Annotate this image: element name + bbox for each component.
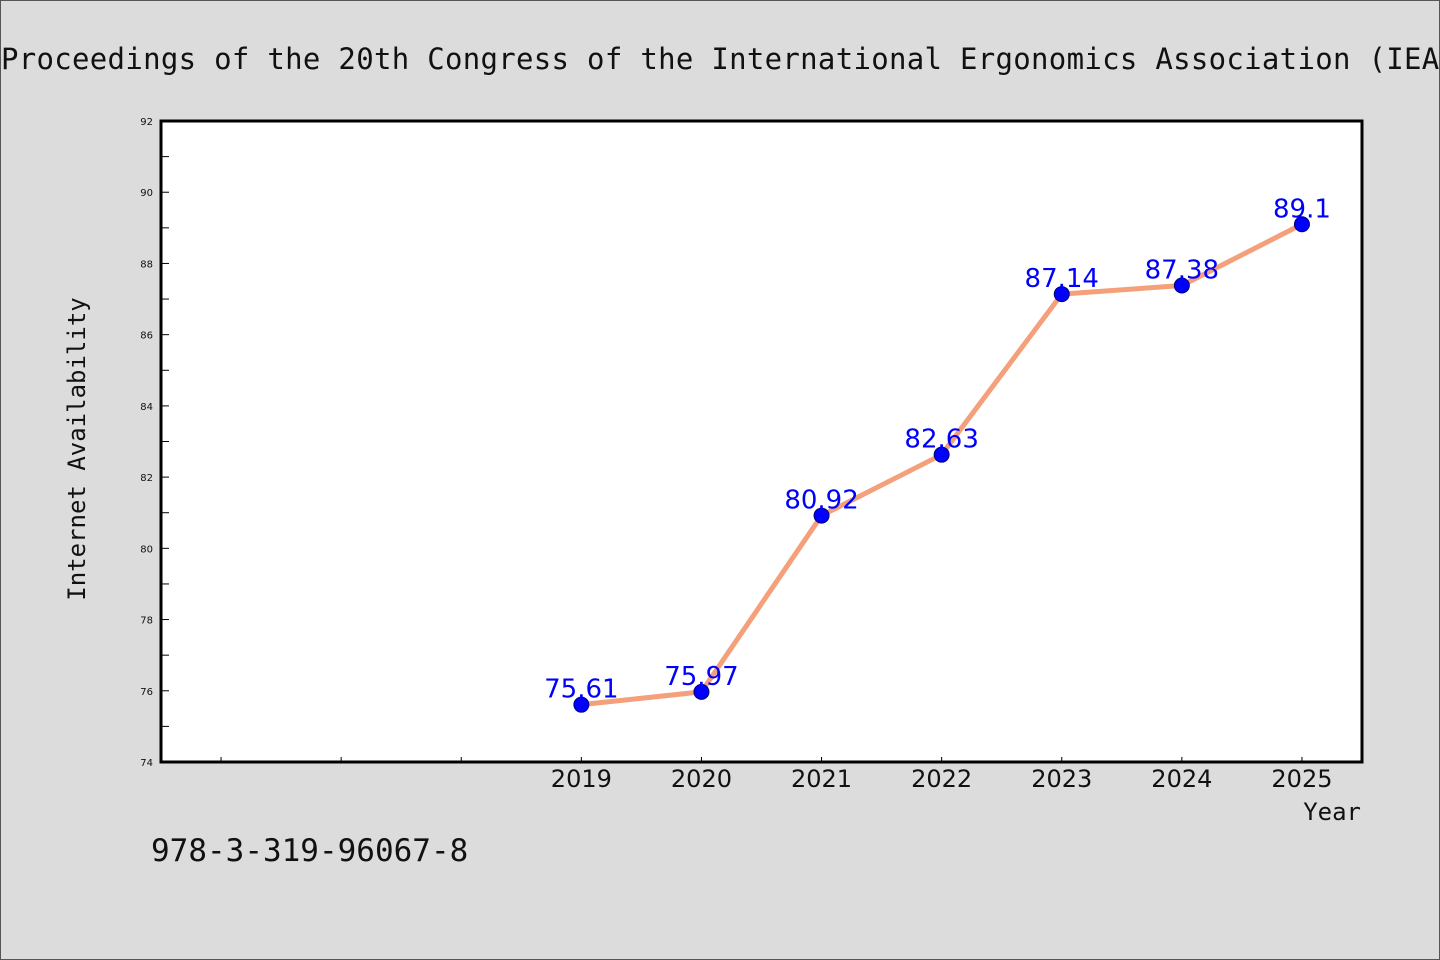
series-markers — [573, 216, 1310, 713]
y-tick-label: 92 — [140, 117, 153, 128]
chart-title: Proceedings of the 20th Congress of the … — [1, 42, 1439, 76]
data-label: 87.14 — [1025, 264, 1099, 294]
data-point — [1173, 277, 1190, 294]
plot-area — [159, 119, 1364, 764]
data-label: 75.97 — [664, 662, 738, 692]
data-point — [573, 696, 590, 713]
isbn-text: 978-3-319-96067-8 — [151, 833, 469, 869]
data-point — [693, 683, 710, 700]
y-tick-label: 76 — [140, 687, 153, 698]
data-point — [933, 446, 950, 463]
y-axis: 74 76 78 80 82 84 86 88 90 92 — [140, 117, 169, 769]
data-label: 75.61 — [544, 675, 618, 705]
y-axis-title: Internet Availability — [63, 297, 91, 600]
data-label: 80.92 — [784, 486, 858, 516]
y-tick-label: 84 — [140, 402, 153, 413]
data-point — [813, 507, 830, 524]
data-point — [1293, 216, 1310, 233]
y-tick-label: 90 — [140, 188, 153, 199]
y-tick-label: 80 — [140, 544, 153, 555]
x-tick-label: 2021 — [791, 765, 852, 793]
x-tick-label: 2022 — [911, 765, 972, 793]
x-tick-label: 2025 — [1271, 765, 1332, 793]
data-label: 82.63 — [904, 425, 978, 455]
data-point — [1053, 286, 1070, 303]
x-tick-label: 2024 — [1151, 765, 1212, 793]
data-label: 87.38 — [1145, 256, 1219, 286]
data-label: 89.1 — [1273, 194, 1331, 224]
y-tick-label: 82 — [140, 473, 153, 484]
x-axis-title: Year — [1303, 798, 1361, 826]
y-tick-label: 78 — [140, 616, 153, 627]
x-tick-label: 2023 — [1031, 765, 1092, 793]
y-tick-label: 74 — [140, 758, 153, 769]
y-tick-label: 88 — [140, 259, 153, 270]
y-tick-label: 86 — [140, 331, 153, 342]
x-tick-label: 2019 — [551, 765, 612, 793]
data-labels: 75.61 75.97 80.92 82.63 87.14 87.38 89.1 — [544, 194, 1331, 704]
x-tick-label: 2020 — [671, 765, 732, 793]
x-axis: 2019 2020 2021 2022 2023 2024 2025 — [220, 757, 1332, 793]
